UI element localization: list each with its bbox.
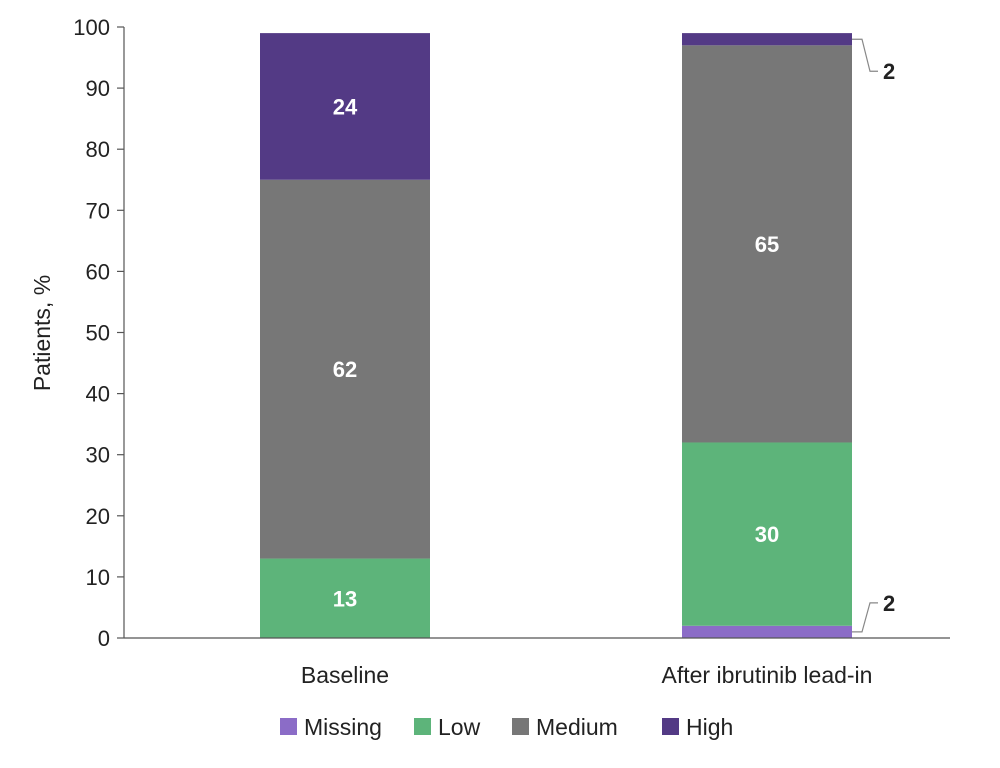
bar-segment-high [260,33,430,180]
callout-label: 2 [883,59,895,84]
data-label: 13 [333,586,357,611]
y-axis: 0 10 20 30 40 50 60 70 80 90 100 [73,15,125,651]
callout-label: 2 [883,591,895,616]
data-label: 65 [755,232,779,257]
y-tick-label: 40 [86,382,110,407]
legend-label-high: High [686,714,733,740]
callout-line [852,38,878,72]
y-tick-label: 90 [86,76,110,101]
bar-segment-medium [260,179,430,559]
x-axis: Baseline After ibrutinib lead-in [124,637,950,688]
y-tick-label: 10 [86,565,110,590]
y-tick-label: 50 [86,321,110,346]
y-tick-label: 70 [86,198,110,223]
legend-swatch-low [414,718,431,735]
bar-segment-high [682,33,852,46]
legend-label-missing: Missing [304,714,382,740]
legend-swatch-medium [512,718,529,735]
y-tick-label: 0 [98,626,110,651]
legend: Missing Low Medium High [280,714,733,740]
data-label: 24 [333,94,358,119]
data-label: 62 [333,357,357,382]
y-tick-label: 20 [86,504,110,529]
bar-segment-low [260,558,430,638]
y-tick-label: 80 [86,137,110,162]
legend-label-medium: Medium [536,714,618,740]
x-category-label: After ibrutinib lead-in [662,662,873,688]
legend-swatch-high [662,718,679,735]
legend-label-low: Low [438,714,481,740]
callout-line [852,602,878,633]
bars: 13 62 24 2 30 65 2 [260,33,895,638]
y-tick-label: 100 [73,15,110,40]
bar-segment-missing [682,625,852,638]
legend-swatch-missing [280,718,297,735]
y-axis-title: Patients, % [29,275,55,391]
y-tick-label: 60 [86,259,110,284]
data-label: 30 [755,522,779,547]
bar-segment-medium [682,45,852,443]
x-category-label: Baseline [301,662,389,688]
y-tick-label: 30 [86,443,110,468]
bar-segment-low [682,442,852,626]
